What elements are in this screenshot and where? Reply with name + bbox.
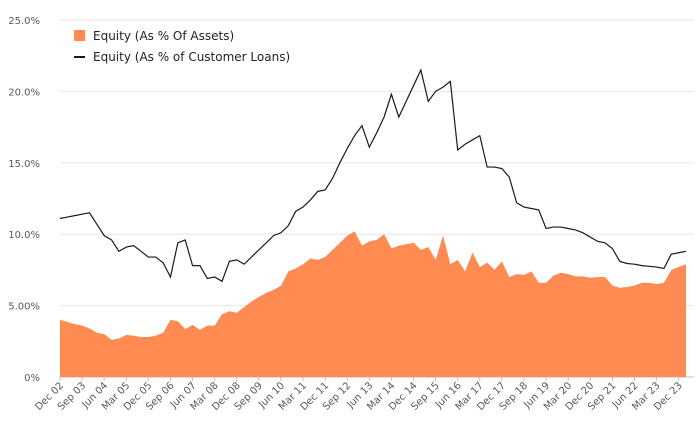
equity-assets-area — [60, 231, 686, 377]
legend-item-loans: Equity (As % of Customer Loans) — [74, 46, 290, 67]
y-axis-ticks: 0% 5.00% 10.0% 15.0% 20.0% 25.0% — [8, 16, 40, 384]
legend-label-loans: Equity (As % of Customer Loans) — [93, 49, 291, 64]
y-tick-label: 10.0% — [8, 230, 40, 241]
legend-swatch-line — [74, 55, 85, 58]
legend-item-assets: Equity (As % Of Assets) — [74, 25, 290, 46]
legend-label-assets: Equity (As % Of Assets) — [93, 28, 235, 43]
y-tick-label: 5.00% — [8, 302, 40, 313]
legend: Equity (As % Of Assets) Equity (As % of … — [74, 25, 290, 67]
legend-swatch-area — [74, 30, 85, 41]
equity-loans-line — [59, 68, 687, 283]
y-tick-label: 25.0% — [8, 16, 40, 27]
y-tick-label: 15.0% — [8, 159, 40, 170]
y-tick-label: 20.0% — [8, 87, 40, 98]
y-tick-label: 0% — [24, 373, 40, 384]
